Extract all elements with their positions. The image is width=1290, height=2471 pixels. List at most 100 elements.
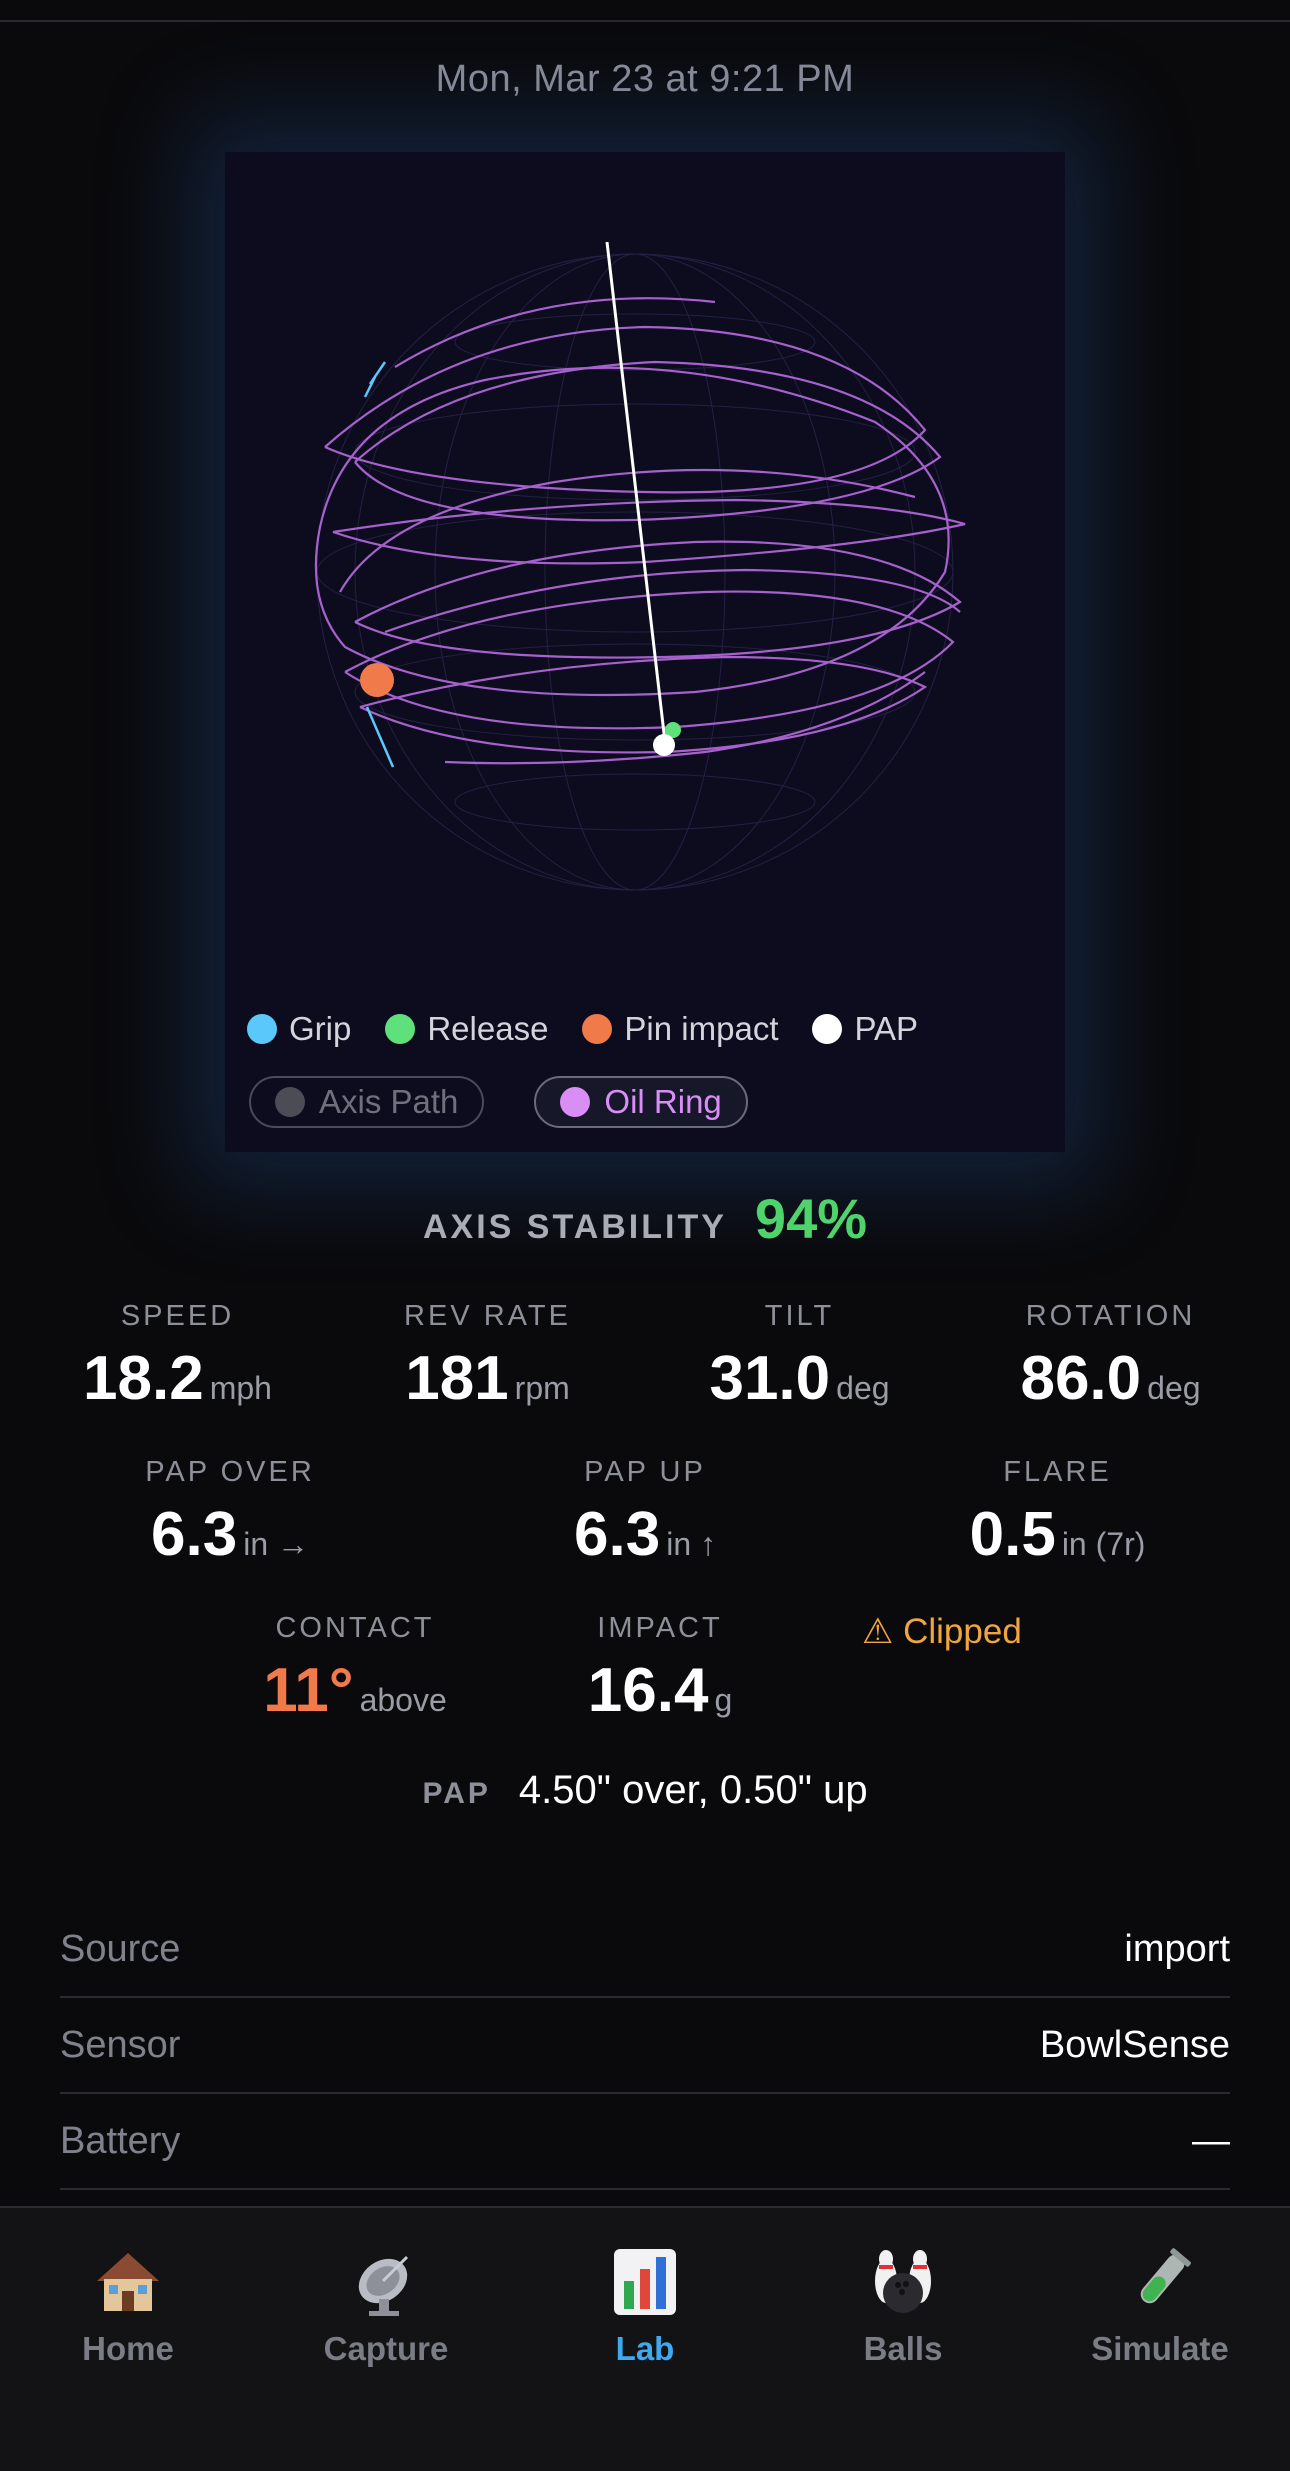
axis-path-toggle[interactable]: Axis Path — [249, 1076, 485, 1128]
metric-impact: IMPACT 16.4 g — [545, 1612, 775, 1726]
pin-impact-dot-icon — [582, 1014, 613, 1044]
tab-home[interactable]: Home — [28, 2242, 228, 2368]
grip-marks — [363, 361, 395, 768]
legend-item-release: Release — [385, 1010, 548, 1048]
grip-dot-icon — [247, 1014, 277, 1044]
ball-3d-view[interactable] — [225, 152, 1065, 1152]
legend-item-pap: PAP — [812, 1010, 918, 1048]
pap-dot-icon — [812, 1014, 843, 1044]
tab-label: Lab — [615, 2330, 675, 2367]
info-row-battery: Battery — — [60, 2094, 1230, 2190]
metric-value: 86.0 — [1020, 1344, 1142, 1413]
metric-unit: in ↑ — [666, 1526, 716, 1562]
metric-unit: rpm — [514, 1370, 570, 1406]
pap-summary: PAP 4.50" over, 0.50" up — [0, 1768, 1290, 1813]
tab-label: Capture — [323, 2330, 449, 2367]
metric-label: FLARE — [1003, 1456, 1112, 1488]
metric-label: CONTACT — [275, 1612, 435, 1644]
metric-value: 31.0 — [709, 1344, 831, 1413]
test-tube-icon — [1060, 2242, 1260, 2322]
info-row-source: Source import — [60, 1902, 1230, 1998]
axis-stability-label: AXIS STABILITY — [422, 1208, 727, 1246]
info-label: Battery — [60, 2119, 181, 2162]
top-divider — [0, 20, 1290, 22]
metric-unit: mph — [209, 1370, 272, 1406]
metric-pap-over: PAP OVER 6.3 in → — [110, 1456, 350, 1570]
metric-label: PAP UP — [584, 1456, 706, 1488]
metric-label: ROTATION — [1025, 1300, 1196, 1332]
tab-simulate[interactable]: Simulate — [1060, 2242, 1260, 2368]
metric-unit: deg — [836, 1370, 890, 1406]
session-info-list: Source import Sensor BowlSense Battery — — [60, 1902, 1230, 2190]
tab-balls[interactable]: Balls — [803, 2242, 1003, 2368]
metric-contact: CONTACT 11° above — [240, 1612, 470, 1726]
metric-value: 0.5 — [969, 1500, 1056, 1569]
metric-value: 181 — [405, 1344, 509, 1413]
metric-unit: deg — [1147, 1370, 1201, 1406]
oil-ring-path — [314, 297, 966, 765]
toggle-label: Axis Path — [319, 1083, 459, 1120]
metric-speed: SPEED 18.2 mph — [55, 1300, 300, 1414]
metric-label: TILT — [764, 1300, 835, 1332]
info-label: Source — [60, 1927, 181, 1970]
metric-label: SPEED — [120, 1300, 235, 1332]
toggle-dot-icon — [560, 1087, 591, 1117]
sphere-wireframe — [316, 253, 954, 891]
tab-label: Home — [82, 2330, 174, 2367]
release-dot-icon — [385, 1014, 416, 1044]
metric-unit: g — [714, 1682, 733, 1718]
bowling-icon — [803, 2242, 1003, 2322]
pap-label: PAP — [422, 1777, 491, 1810]
tab-label: Balls — [863, 2330, 943, 2367]
metric-rev-rate: REV RATE 181 rpm — [365, 1300, 610, 1414]
bar-chart-icon — [545, 2242, 745, 2322]
pap-point — [653, 734, 675, 756]
clipped-warning: ⚠ Clipped — [862, 1612, 1022, 1651]
visualization-legend: Grip Release Pin impact PAP — [247, 1010, 918, 1048]
metric-unit: in → — [243, 1526, 309, 1562]
legend-label: Release — [427, 1010, 549, 1047]
metric-value: 18.2 — [83, 1344, 204, 1413]
legend-label: Grip — [289, 1010, 352, 1047]
tab-label: Simulate — [1091, 2330, 1229, 2367]
info-row-sensor: Sensor BowlSense — [60, 1998, 1230, 2094]
legend-label: Pin impact — [624, 1010, 779, 1047]
legend-item-grip: Grip — [247, 1010, 351, 1048]
metric-value: 11° — [263, 1656, 354, 1725]
info-value: BowlSense — [1039, 2023, 1230, 2066]
layer-toggles: Axis Path Oil Ring — [249, 1076, 748, 1128]
satellite-dish-icon — [286, 2242, 486, 2322]
legend-label: PAP — [854, 1010, 919, 1047]
info-value: import — [1124, 1927, 1230, 1970]
axis-stability: AXIS STABILITY 94% — [0, 1186, 1290, 1251]
metric-label: PAP OVER — [145, 1456, 315, 1488]
metric-value: 16.4 — [587, 1656, 709, 1725]
house-icon — [28, 2242, 228, 2322]
metric-pap-up: PAP UP 6.3 in ↑ — [525, 1456, 765, 1570]
tab-lab[interactable]: Lab — [545, 2242, 745, 2368]
metric-label: REV RATE — [404, 1300, 571, 1332]
metric-label: IMPACT — [597, 1612, 723, 1644]
metric-unit: above — [359, 1682, 447, 1718]
toggle-label: Oil Ring — [604, 1083, 722, 1120]
toggle-dot-icon — [275, 1087, 305, 1117]
axis-line — [605, 241, 667, 743]
metric-rotation: ROTATION 86.0 deg — [988, 1300, 1233, 1414]
session-timestamp: Mon, Mar 23 at 9:21 PM — [435, 58, 855, 100]
metric-value: 6.3 — [151, 1500, 238, 1569]
axis-stability-value: 94% — [754, 1187, 868, 1250]
info-value: — — [1192, 2119, 1230, 2162]
metric-unit: in (7r) — [1061, 1526, 1146, 1562]
pap-value: 4.50" over, 0.50" up — [518, 1768, 868, 1812]
tab-capture[interactable]: Capture — [286, 2242, 486, 2368]
bottom-tab-bar: Home Capture — [0, 2206, 1290, 2471]
oil-ring-toggle[interactable]: Oil Ring — [534, 1076, 748, 1128]
metric-tilt: TILT 31.0 deg — [677, 1300, 922, 1414]
ball-visualization-card[interactable]: Grip Release Pin impact PAP Axis Path — [225, 152, 1065, 1152]
metric-value: 6.3 — [574, 1500, 661, 1569]
pin-impact-point — [360, 663, 394, 697]
info-label: Sensor — [60, 2023, 181, 2066]
legend-item-pin-impact: Pin impact — [582, 1010, 778, 1048]
metric-flare: FLARE 0.5 in (7r) — [930, 1456, 1185, 1570]
